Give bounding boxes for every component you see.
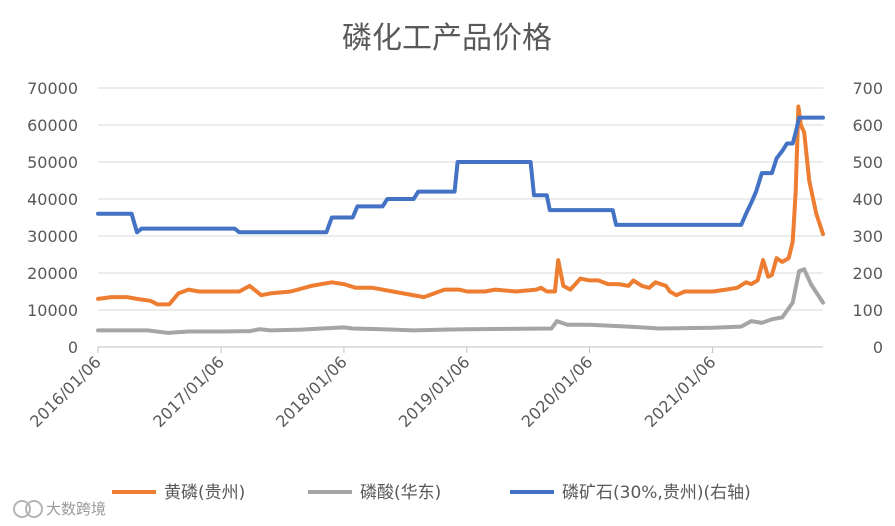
legend: 黄磷(贵州) 磷酸(华东) 磷矿石(30%,贵州)(右轴) (112, 483, 751, 503)
y-right-tick-label: 400 (852, 190, 883, 209)
y-axis-left: 0 10000 20000 30000 40000 50000 60000 70000 (27, 79, 78, 357)
y-left-tick-label: 60000 (27, 116, 78, 135)
y-left-tick-label: 70000 (27, 79, 78, 98)
x-tick-label: 2019/01/06 (395, 352, 474, 431)
watermark-text: 大数跨境 (46, 500, 106, 518)
y-right-tick-label: 200 (852, 264, 883, 283)
y-right-tick-label: 300 (852, 227, 883, 246)
y-left-tick-label: 20000 (27, 264, 78, 283)
gridlines (98, 87, 823, 311)
legend-label: 磷矿石(30%,贵州)(右轴) (562, 483, 751, 503)
y-left-tick-label: 10000 (27, 301, 78, 320)
series-group (96, 104, 825, 335)
y-right-tick-label: 500 (852, 153, 883, 172)
x-tick-label: 2021/01/06 (641, 352, 720, 431)
y-right-tick-label: 100 (852, 301, 883, 320)
y-axis-right: 0 100 200 300 400 500 600 700 (852, 79, 883, 357)
x-tick-label: 2020/01/06 (518, 352, 597, 431)
watermark-logo (13, 500, 43, 518)
series-line (96, 115, 825, 235)
y-right-tick-label: 0 (873, 338, 883, 357)
watermark: 大数跨境 (13, 500, 106, 518)
y-right-tick-label: 600 (852, 116, 883, 135)
legend-label: 黄磷(贵州) (164, 483, 245, 503)
y-left-tick-label: 0 (68, 338, 78, 357)
y-right-tick-label: 700 (852, 79, 883, 98)
x-tick-label: 2016/01/06 (26, 352, 105, 431)
x-tick-label: 2017/01/06 (149, 352, 228, 431)
chart-title: 磷化工产品价格 (342, 21, 552, 56)
x-tick-label: 2018/01/06 (272, 352, 351, 431)
series-line (96, 104, 825, 307)
legend-label: 磷酸(华东) (360, 483, 441, 503)
y-left-tick-label: 50000 (27, 153, 78, 172)
y-left-tick-label: 30000 (27, 227, 78, 246)
y-left-tick-label: 40000 (27, 190, 78, 209)
x-axis: 2016/01/06 2017/01/06 2018/01/06 2019/01/06… (26, 347, 719, 431)
series-line (96, 267, 825, 335)
